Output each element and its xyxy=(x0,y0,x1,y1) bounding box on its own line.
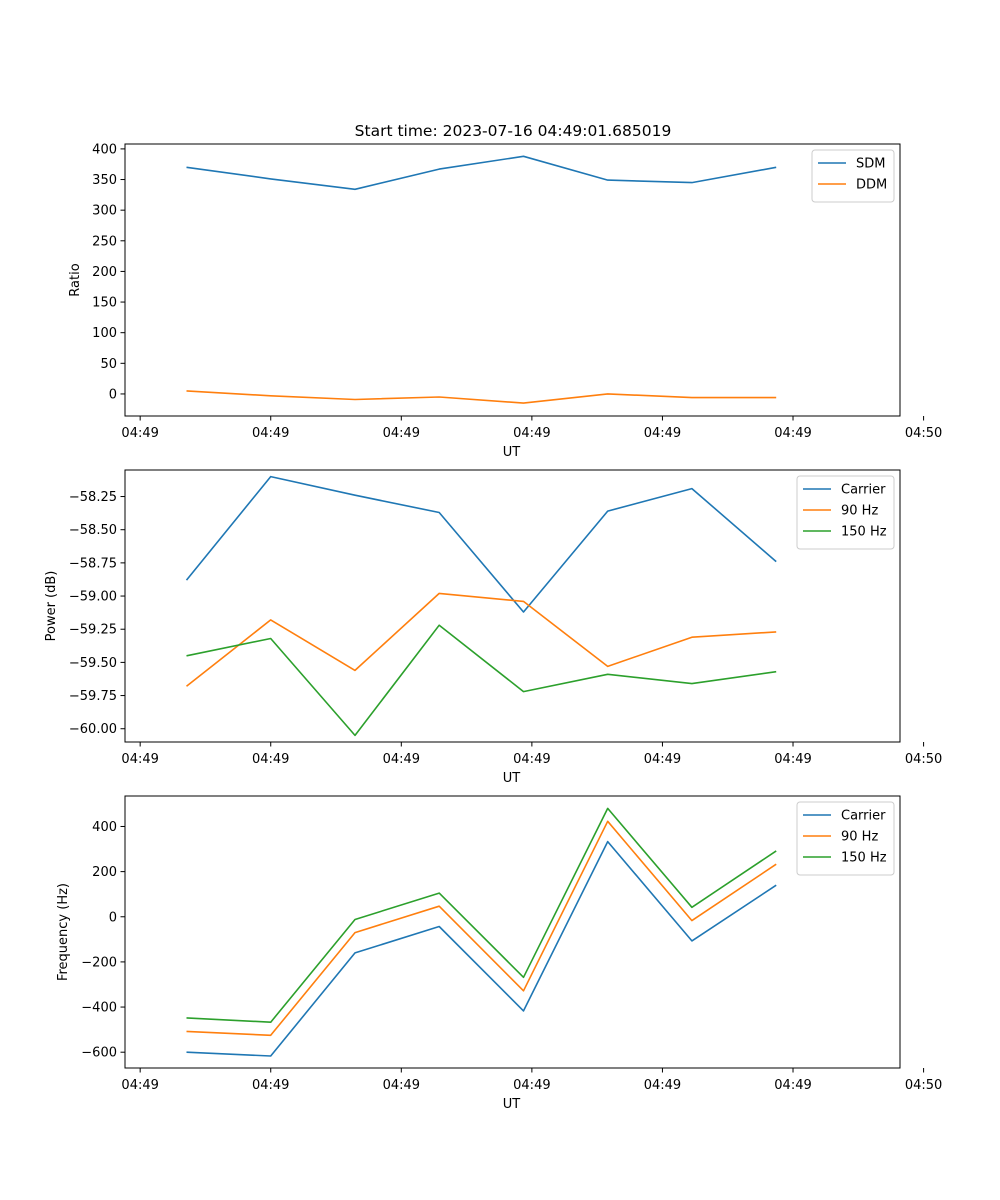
y-tick-label: 100 xyxy=(92,326,117,341)
x-axis-label: UT xyxy=(503,445,521,460)
legend-label: Carrier xyxy=(841,809,886,824)
x-axis-label: UT xyxy=(503,771,521,786)
x-tick-label: 04:49 xyxy=(644,1078,681,1093)
x-tick-label: 04:49 xyxy=(121,752,158,767)
y-tick-label: −58.50 xyxy=(69,523,117,538)
legend-label: 90 Hz xyxy=(841,830,878,845)
y-tick-label: 200 xyxy=(92,265,117,280)
y-tick-label: −400 xyxy=(81,1001,117,1016)
y-axis-label: Frequency (Hz) xyxy=(56,883,71,981)
y-tick-label: 200 xyxy=(92,865,117,880)
frequency-panel: −600 −400 −200 0 200 400 04:49 04:49 04:49 04:49 0… xyxy=(56,795,942,1112)
x-axis-label: UT xyxy=(503,1097,521,1112)
x-tick-label: 04:49 xyxy=(513,426,550,441)
ratio-panel: 0 50 100 150 200 250 300 350 400 04:49 04:49 04:49 0… xyxy=(68,142,942,460)
y-tick-label: −200 xyxy=(81,955,117,970)
series-line-90-hz xyxy=(186,592,777,687)
y-axis-label: Power (dB) xyxy=(44,571,59,642)
x-tick-label: 04:49 xyxy=(513,752,550,767)
ratio-axes-frame xyxy=(124,143,901,417)
x-tick-label: 04:49 xyxy=(121,426,158,441)
legend-label: 150 Hz xyxy=(841,851,887,866)
x-tick-label: 04:49 xyxy=(383,1078,420,1093)
y-tick-label: 250 xyxy=(92,234,117,249)
x-tick-label: 04:49 xyxy=(644,752,681,767)
x-tick-label: 04:50 xyxy=(905,426,942,441)
y-tick-label: −600 xyxy=(81,1046,117,1061)
x-tick-label: 04:49 xyxy=(774,426,811,441)
series-line-sdm xyxy=(186,155,777,191)
x-tick-label: 04:49 xyxy=(513,1078,550,1093)
legend-label: 90 Hz xyxy=(841,504,878,519)
series-line-ddm xyxy=(186,390,777,404)
x-tick-label: 04:49 xyxy=(252,426,289,441)
y-tick-label: −58.75 xyxy=(69,556,117,571)
series-line-carrier xyxy=(186,840,777,1057)
y-tick-label: 0 xyxy=(109,387,117,402)
y-tick-label: −59.50 xyxy=(69,656,117,671)
series-line-carrier xyxy=(185,475,777,613)
y-tick-label: 150 xyxy=(92,296,117,311)
y-tick-label: 300 xyxy=(92,204,117,219)
x-tick-label: 04:49 xyxy=(383,426,420,441)
y-tick-label: 0 xyxy=(109,910,117,925)
legend-label: 150 Hz xyxy=(841,525,887,540)
x-tick-label: 04:49 xyxy=(252,1078,289,1093)
power-axes-frame xyxy=(124,469,901,743)
y-tick-label: 50 xyxy=(100,357,117,372)
legend-label: SDM xyxy=(856,157,885,172)
y-tick-label: 350 xyxy=(92,173,117,188)
x-tick-label: 04:49 xyxy=(121,1078,158,1093)
legend-label: DDM xyxy=(856,178,887,193)
y-tick-label: −59.75 xyxy=(69,689,117,704)
x-tick-label: 04:49 xyxy=(774,752,811,767)
frequency-axes-frame xyxy=(124,795,901,1069)
x-tick-label: 04:50 xyxy=(905,752,942,767)
x-tick-label: 04:49 xyxy=(644,426,681,441)
y-tick-label: 400 xyxy=(92,820,117,835)
series-line-150-hz xyxy=(186,624,777,737)
y-tick-label: −59.00 xyxy=(69,590,117,605)
series-line-150-hz xyxy=(186,807,777,1024)
y-tick-label: −59.25 xyxy=(69,623,117,638)
legend-label: Carrier xyxy=(841,483,886,498)
chart-title: Start time: 2023-07-16 04:49:01.685019 xyxy=(355,122,672,140)
x-tick-label: 04:50 xyxy=(905,1078,942,1093)
y-tick-label: −60.00 xyxy=(69,722,117,737)
x-tick-label: 04:49 xyxy=(383,752,420,767)
y-tick-label: −58.25 xyxy=(69,490,117,505)
power-panel: −60.00 −59.75 −59.50 −59.25 −59.00 −58.75 −58.… xyxy=(44,469,942,786)
x-tick-label: 04:49 xyxy=(774,1078,811,1093)
y-axis-label: Ratio xyxy=(68,263,83,296)
x-tick-label: 04:49 xyxy=(252,752,289,767)
series-line-90-hz xyxy=(186,820,777,1037)
y-tick-label: 400 xyxy=(92,142,117,157)
